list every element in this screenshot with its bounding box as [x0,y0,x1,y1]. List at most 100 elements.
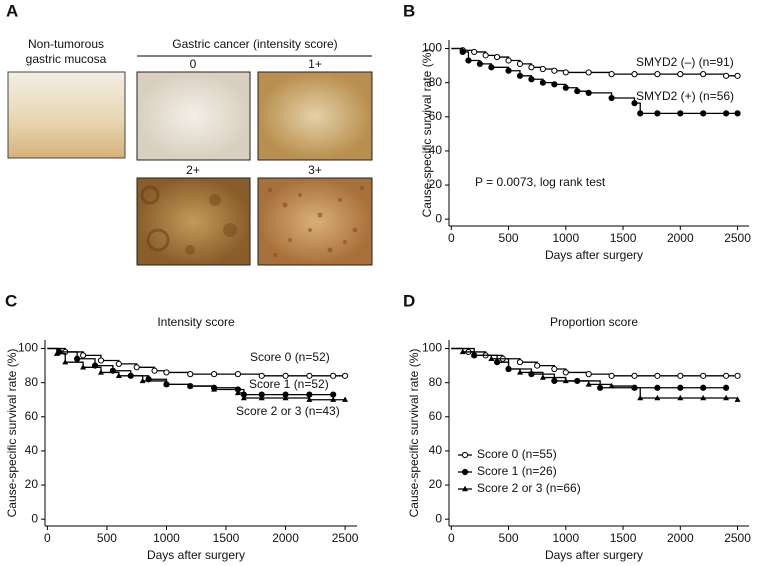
censor-marker [562,369,569,376]
y-tick-label: 60 [429,409,443,423]
censor-marker [722,72,730,79]
panel-letter: B [403,1,415,20]
censor-marker [163,369,170,376]
chart-title: Proportion score [550,315,638,329]
censor-marker [97,357,105,364]
score-label: 3+ [308,163,322,177]
censor-marker [505,365,512,372]
censor-marker [488,64,495,71]
x-tick-label: 1000 [153,531,180,545]
censor-marker [722,372,730,379]
censor-marker [80,352,87,359]
y-tick-label: 80 [429,375,443,389]
x-axis-label: Days after surgery [545,248,643,262]
censor-marker [187,371,194,378]
censor-marker [210,371,218,378]
censor-marker [608,382,615,389]
censor-marker [476,60,484,67]
censor-marker [631,372,638,379]
y-tick-label: 0 [31,511,38,525]
censor-marker [516,359,524,366]
y-tick-label: 0 [435,511,442,525]
censor-marker [562,377,569,384]
x-tick-label: 0 [44,531,51,545]
y-tick-label: 100 [422,341,442,355]
censor-marker [551,81,558,88]
censor-marker [608,71,615,78]
censor-marker [608,372,615,379]
x-tick-label: 2000 [667,231,694,245]
censor-marker [62,358,69,365]
panel-letter: A [6,1,18,20]
censor-marker [115,372,122,379]
censor-marker [505,57,512,64]
y-tick-label: 60 [429,109,443,123]
x-tick-label: 500 [499,531,519,545]
censor-marker [151,367,158,374]
score-label: 1+ [308,57,322,71]
censor-marker [97,369,104,375]
censor-marker [700,110,707,117]
censor-marker [585,89,592,96]
x-tick-label: 2500 [724,531,751,545]
censor-marker [551,377,558,385]
censor-marker [330,391,337,398]
censor-marker [240,394,247,401]
x-tick-label: 2500 [724,231,751,245]
censor-marker [516,72,524,79]
censor-marker [562,69,569,76]
censor-marker [700,372,707,379]
censor-marker [488,355,495,361]
censor-marker [677,372,684,379]
censor-marker [465,57,472,64]
censor-marker [306,391,313,398]
annotation: P = 0.0073, log rank test [475,175,606,189]
censor-marker [677,384,684,391]
censor-marker [700,384,707,391]
censor-marker [306,372,313,379]
x-tick-label: 0 [448,531,455,545]
legend-label: Score 2 or 3 (n=66) [477,481,581,495]
panel-letter: D [403,291,415,310]
censor-marker [539,79,546,86]
legend-marker [461,451,469,459]
censor-marker [459,348,466,355]
censor-marker [734,372,741,379]
x-axis-label: Days after surgery [545,548,643,562]
y-tick-label: 0 [435,211,442,225]
y-axis-label: Cause-specific survival rate (%) [5,349,19,518]
series-label: Score 2 or 3 (n=43) [236,404,340,418]
legend-marker [461,468,469,476]
legend-label: Score 0 (n=55) [477,447,557,461]
y-tick-label: 40 [429,143,443,157]
censor-marker [677,110,684,117]
censor-marker [677,394,684,401]
y-tick-label: 40 [429,443,443,457]
censor-marker [551,67,558,74]
censor-marker [115,360,122,367]
censor-marker [734,72,741,79]
censor-marker [282,372,289,379]
y-tick-label: 40 [25,443,39,457]
group-label: Gastric cancer (intensity score) [172,37,337,51]
censor-marker [505,67,512,74]
censor-marker [74,355,81,362]
censor-marker [700,394,707,401]
x-tick-label: 2000 [667,531,694,545]
censor-marker [631,100,638,107]
y-tick-label: 100 [422,41,442,55]
x-tick-label: 0 [448,231,455,245]
y-tick-label: 80 [25,375,39,389]
censor-marker [654,372,661,379]
censor-marker [539,374,546,380]
censor-marker [608,94,615,102]
censor-marker [734,396,741,402]
tissue-label: gastric mucosa [26,52,107,66]
y-tick-label: 20 [25,477,39,491]
censor-marker [700,71,707,78]
censor-marker [133,364,140,371]
censor-marker [258,372,265,379]
censor-marker [471,48,478,56]
series-label: SMYD2 (–) (n=91) [636,55,734,69]
